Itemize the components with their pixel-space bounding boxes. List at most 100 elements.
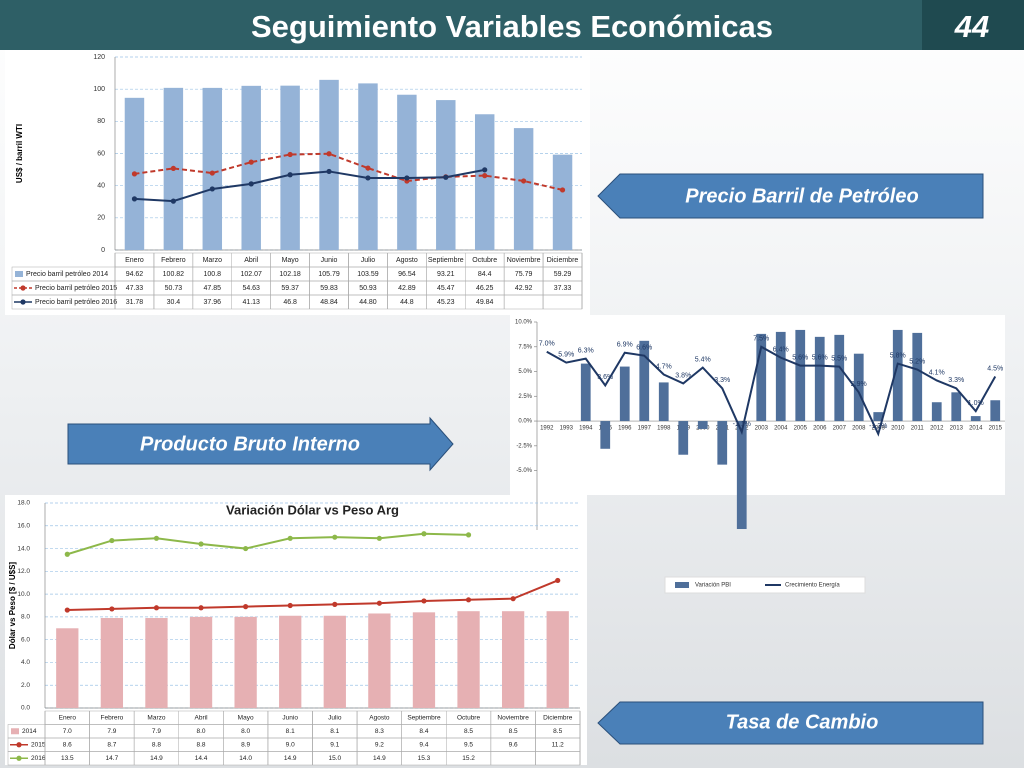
table-cell: 7.0 <box>63 728 72 735</box>
table-cell: 100.82 <box>163 271 185 278</box>
data-label: 7.0% <box>539 341 555 348</box>
y-tick-label: 2.0 <box>21 682 30 689</box>
x-tick-label: 2012 <box>930 426 944 432</box>
line-marker <box>521 178 527 184</box>
bar <box>678 421 689 455</box>
table-header: Septiembre <box>428 257 464 264</box>
y-tick-label: 4.0 <box>21 659 30 666</box>
table-header: Julio <box>361 257 376 264</box>
table-header: Mayo <box>282 257 299 264</box>
table-cell: 14.9 <box>373 755 386 762</box>
table-cell: 14.9 <box>284 755 297 762</box>
x-tick-label: 2004 <box>774 426 788 432</box>
y-tick-label: 0 <box>101 247 105 254</box>
legend-marker <box>20 299 26 305</box>
bar <box>241 85 261 250</box>
table-cell: 46.8 <box>283 299 297 306</box>
table-cell: 75.79 <box>515 271 533 278</box>
table-cell: 7.9 <box>152 728 161 735</box>
x-tick-label: 2010 <box>891 426 905 432</box>
table-cell: 45.23 <box>437 299 455 306</box>
data-label: -1.1% <box>733 421 751 428</box>
table-cell: 8.7 <box>107 741 116 748</box>
legend-label: Precio barril petróleo 2016 <box>35 299 117 306</box>
bar <box>756 333 767 422</box>
line-marker <box>248 181 254 187</box>
table-cell: 14.0 <box>239 755 252 762</box>
table-cell: 47.33 <box>126 285 144 292</box>
bar <box>639 340 650 422</box>
y-tick-label: 60 <box>97 150 105 157</box>
table-cell: 8.1 <box>286 728 295 735</box>
table-header: Enero <box>59 714 77 721</box>
table-cell: 96.54 <box>398 271 416 278</box>
line <box>67 579 559 612</box>
table-cell: 84.4 <box>478 271 492 278</box>
table-cell: 103.59 <box>357 271 379 278</box>
data-label: 5.8% <box>890 352 906 359</box>
data-label: 4.1% <box>929 369 945 376</box>
bar <box>552 154 573 250</box>
bar <box>280 85 300 251</box>
callout-arrow <box>67 416 454 472</box>
table-header: Junio <box>282 714 298 721</box>
line-marker <box>332 601 338 607</box>
data-label: 2.9% <box>851 381 867 388</box>
bar <box>951 392 962 422</box>
table-header: Septiembre <box>407 714 441 721</box>
legend-label: Crecimiento Energía <box>785 583 840 589</box>
table-header: Octubre <box>457 714 481 721</box>
page-number: 44 <box>954 9 989 44</box>
line-marker <box>243 604 249 610</box>
bar <box>873 412 884 422</box>
table-cell: 8.8 <box>197 741 206 748</box>
table-cell: 8.3 <box>375 728 384 735</box>
line-marker <box>376 535 382 541</box>
line-marker <box>555 577 561 584</box>
table-cell: 59.83 <box>320 285 338 292</box>
x-tick-label: 2009 <box>872 426 886 432</box>
table-cell: 13.5 <box>61 755 74 762</box>
bar <box>56 628 79 708</box>
line-marker <box>109 606 115 612</box>
x-tick-label: 2005 <box>794 426 808 432</box>
table-header: Febrero <box>161 257 186 264</box>
legend-label: Variación PBI <box>695 583 731 589</box>
legend-swatch <box>675 582 689 588</box>
x-tick-label: 2006 <box>813 426 827 432</box>
line-marker <box>510 596 516 602</box>
data-label: 3.3% <box>714 377 730 384</box>
legend-marker <box>20 285 26 291</box>
table-cell: 50.93 <box>359 285 377 292</box>
table-header: Julio <box>328 714 342 721</box>
bar <box>189 616 213 708</box>
callout-text: Tasa de Cambio <box>726 711 879 733</box>
line-marker <box>198 541 204 547</box>
table-cell: 59.37 <box>281 285 299 292</box>
line-marker <box>209 186 215 192</box>
table-cell: 44.8 <box>400 299 414 306</box>
bar <box>697 421 708 429</box>
page-number-box <box>922 0 1024 50</box>
callout-text: Producto Bruto Interno <box>140 433 360 455</box>
bar <box>474 114 495 250</box>
y-axis-label: US$ / barril WTI <box>15 124 24 183</box>
x-tick-label: 1993 <box>560 426 574 432</box>
bar <box>513 128 534 250</box>
table-cell: 48.84 <box>320 299 338 306</box>
data-label: 6.6% <box>636 345 652 352</box>
y-tick-label: 40 <box>97 183 105 190</box>
line-marker <box>421 531 427 537</box>
bar <box>600 421 611 449</box>
line-marker <box>153 535 160 541</box>
line-marker <box>64 551 70 557</box>
x-tick-label: 2014 <box>969 426 983 432</box>
data-label: 5.9% <box>558 351 574 358</box>
line-marker <box>153 605 160 611</box>
table-header: Noviembre <box>497 714 529 721</box>
bar <box>368 613 391 708</box>
data-label: -1.3% <box>869 423 887 430</box>
bar <box>814 336 825 422</box>
table-header: Abril <box>195 714 209 721</box>
table-cell: 54.63 <box>242 285 260 292</box>
